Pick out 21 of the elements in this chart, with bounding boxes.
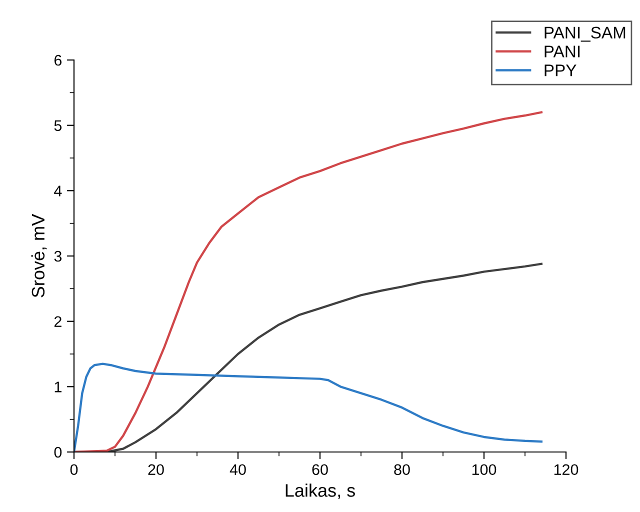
x-tick-label: 40 [230, 464, 246, 476]
legend-label: PPY [544, 64, 576, 76]
legend-label: PANI_SAM [544, 26, 626, 42]
y-tick-label: 2 [54, 316, 62, 327]
y-tick-label: 1 [54, 382, 62, 392]
x-tick-label: 80 [394, 464, 410, 476]
x-tick-label: 120 [554, 464, 578, 476]
y-axis-title: Srovė, mV [31, 214, 47, 298]
y-tick-label: 0 [54, 446, 62, 458]
y-tick-label: 4 [54, 186, 62, 196]
x-axis-title: Laikas, s [286, 484, 355, 499]
y-tick-label: 6 [54, 54, 62, 66]
x-tick-label: 60 [312, 464, 328, 476]
line-series [74, 362, 543, 452]
legend-label: PANI [544, 46, 580, 58]
y-tick-label: 5 [54, 120, 62, 132]
x-tick-label: 20 [148, 464, 164, 476]
y-tick-label: 3 [54, 250, 62, 262]
x-tick-label: 0 [70, 464, 78, 476]
x-tick-label: 100 [472, 464, 496, 476]
line-series [74, 111, 543, 452]
